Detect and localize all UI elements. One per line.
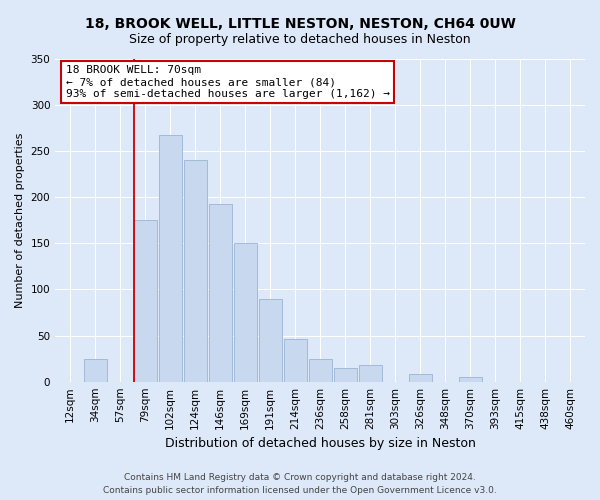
Bar bbox=[209, 204, 232, 382]
Bar bbox=[184, 160, 206, 382]
Bar bbox=[233, 244, 257, 382]
Text: Contains HM Land Registry data © Crown copyright and database right 2024.
Contai: Contains HM Land Registry data © Crown c… bbox=[103, 474, 497, 495]
Text: 18 BROOK WELL: 70sqm
← 7% of detached houses are smaller (84)
93% of semi-detach: 18 BROOK WELL: 70sqm ← 7% of detached ho… bbox=[66, 66, 390, 98]
Bar bbox=[359, 365, 382, 382]
Text: 18, BROOK WELL, LITTLE NESTON, NESTON, CH64 0UW: 18, BROOK WELL, LITTLE NESTON, NESTON, C… bbox=[85, 18, 515, 32]
Bar bbox=[458, 377, 482, 382]
Bar bbox=[134, 220, 157, 382]
Text: Size of property relative to detached houses in Neston: Size of property relative to detached ho… bbox=[129, 32, 471, 46]
Bar bbox=[158, 134, 182, 382]
Y-axis label: Number of detached properties: Number of detached properties bbox=[15, 132, 25, 308]
Bar bbox=[259, 298, 281, 382]
Bar bbox=[409, 374, 431, 382]
Bar bbox=[284, 340, 307, 382]
X-axis label: Distribution of detached houses by size in Neston: Distribution of detached houses by size … bbox=[164, 437, 476, 450]
Bar bbox=[83, 358, 107, 382]
Bar bbox=[334, 368, 356, 382]
Bar bbox=[308, 358, 332, 382]
